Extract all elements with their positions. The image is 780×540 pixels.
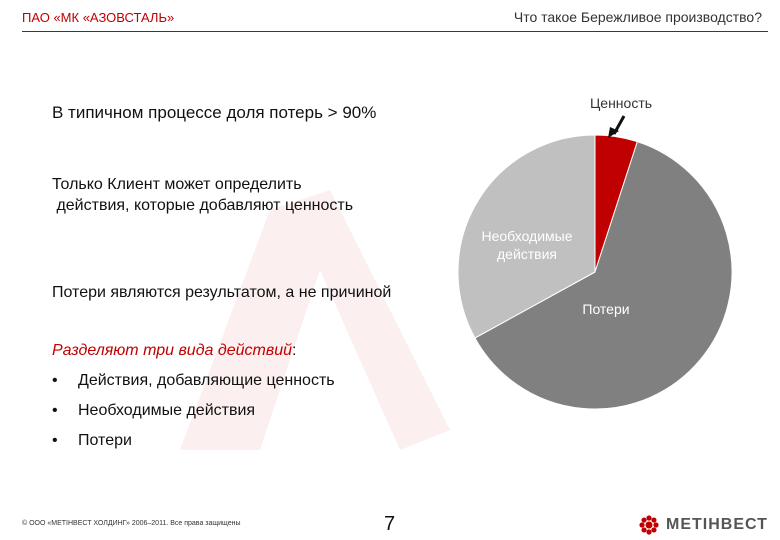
list-item: • Действия, добавляющие ценность [52, 370, 335, 400]
header-divider [22, 31, 768, 32]
bullet-icon: • [52, 432, 58, 449]
page-number: 7 [384, 513, 396, 535]
metinvest-logo-icon [639, 515, 659, 535]
bullet-icon: • [52, 402, 58, 419]
pie-label-losses: Потери [582, 301, 629, 317]
statement-loss-result: Потери являются результатом, а не причин… [52, 284, 392, 301]
types-heading: Разделяют три вида действий: [52, 342, 296, 360]
statement-client-value: Только Клиент может определить действия,… [52, 174, 353, 216]
list-item-label: Потери [78, 432, 132, 449]
statement-client-line-2: действия, которые добавляют ценность [52, 197, 354, 214]
brand-logo-block: МЕТІНВЕСТ [638, 513, 768, 537]
brand-name: МЕТІНВЕСТ [666, 516, 768, 533]
statement-loss-share: В типичном процессе доля потерь > 90% [52, 103, 377, 122]
list-item: • Потери [52, 430, 335, 460]
list-item: • Необходимые действия [52, 400, 335, 430]
company-name: ПАО «МК «АЗОВСТАЛЬ» [22, 10, 175, 25]
page-title: Что такое Бережливое производство? [513, 9, 762, 25]
watermark-decoration [180, 190, 450, 450]
pie-slice-losses [474, 141, 733, 410]
pointer-arrow-head [608, 127, 619, 138]
pie-slice-necessary [457, 134, 596, 339]
copyright-text: © ООО «МЕТІНВЕСТ ХОЛДИНГ» 2006–2011. Все… [22, 520, 241, 527]
list-item-label: Необходимые действия [78, 402, 256, 419]
pie-label-necessary: Необходимые действия [481, 228, 572, 262]
types-list: • Действия, добавляющие ценность • Необход… [52, 370, 335, 460]
list-item-label: Действия, добавляющие ценность [78, 372, 335, 389]
types-heading-colon: : [292, 342, 297, 359]
types-heading-emphasis: Разделяют три вида действий [52, 342, 293, 359]
statement-client-line-1: Только Клиент может определить [52, 176, 302, 193]
pie-label-value: Ценность [590, 95, 652, 111]
bullet-icon: • [52, 372, 58, 389]
